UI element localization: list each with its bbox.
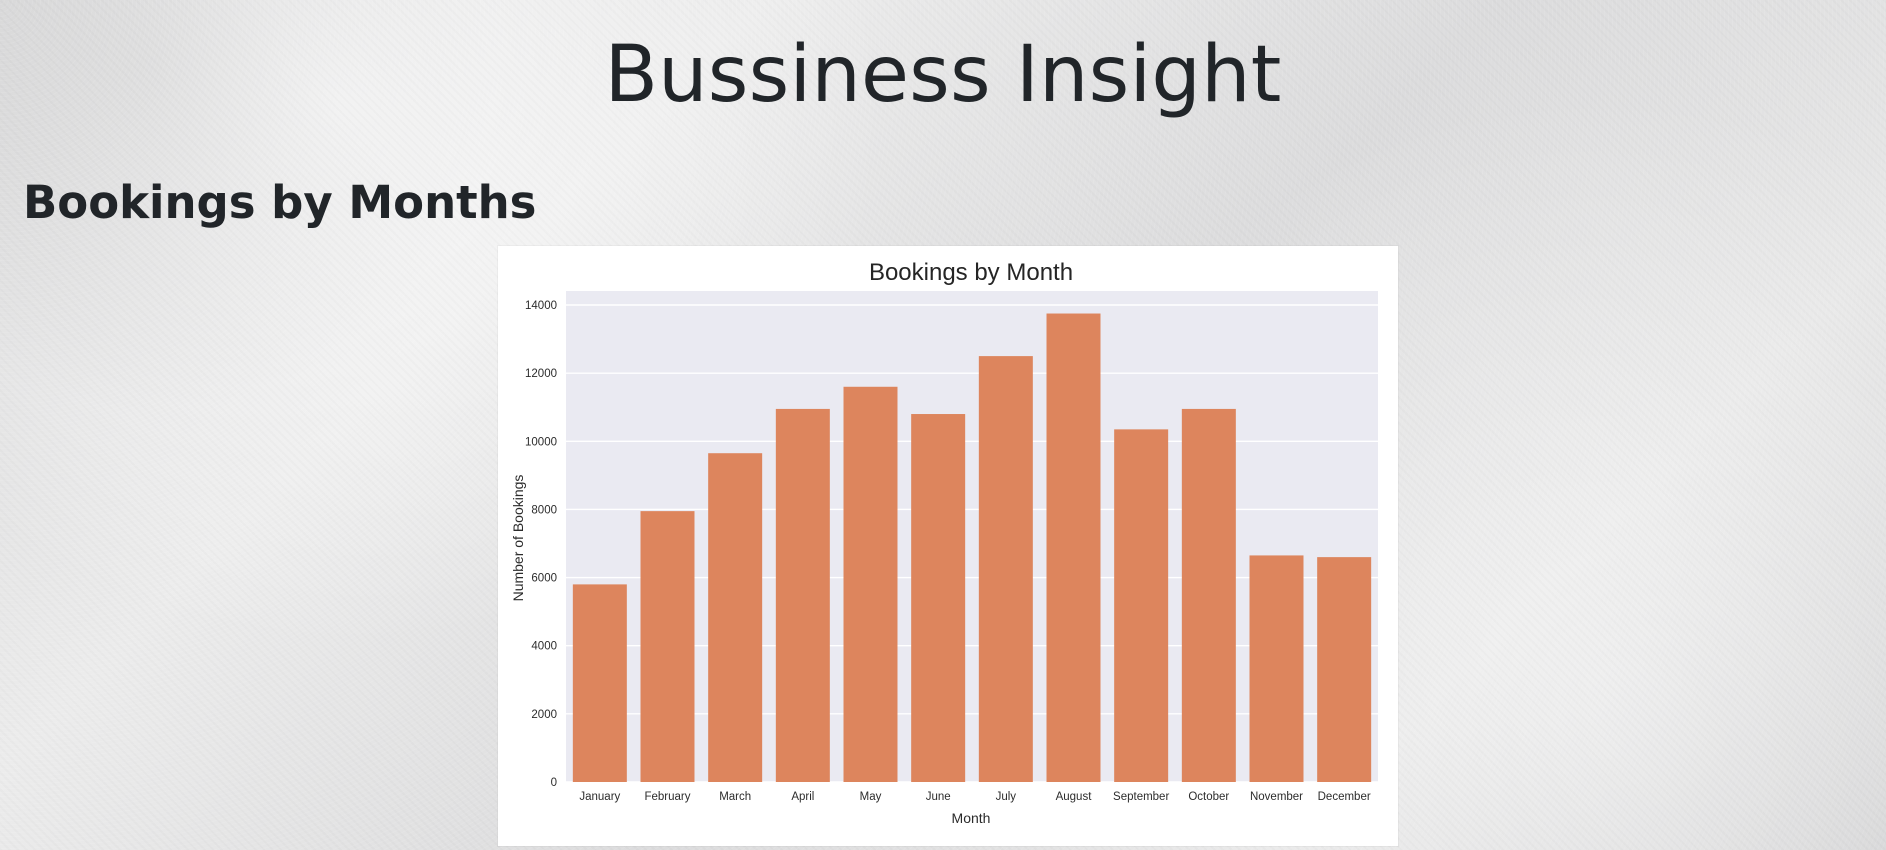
y-tick-label: 4000 bbox=[531, 641, 557, 653]
y-tick-label: 0 bbox=[551, 777, 557, 789]
x-tick-label: October bbox=[1188, 791, 1229, 803]
y-tick-label: 6000 bbox=[531, 573, 557, 585]
x-tick-label: February bbox=[644, 791, 690, 803]
x-tick-label: June bbox=[926, 791, 951, 803]
y-tick-label: 2000 bbox=[531, 709, 557, 721]
x-tick-label: August bbox=[1056, 791, 1093, 803]
bar-series bbox=[572, 313, 1372, 782]
bar bbox=[640, 511, 695, 782]
x-tick-label: December bbox=[1318, 791, 1371, 803]
grid-lines bbox=[566, 304, 1378, 783]
bar bbox=[572, 584, 627, 782]
x-tick-label: November bbox=[1250, 791, 1303, 803]
bar bbox=[708, 453, 763, 782]
bar bbox=[843, 386, 898, 782]
section-heading: Bookings by Months bbox=[23, 176, 537, 229]
x-tick-label: March bbox=[719, 791, 751, 803]
x-tick-label: September bbox=[1113, 791, 1169, 803]
page-title: Bussiness Insight bbox=[604, 30, 1282, 120]
y-tick-label: 14000 bbox=[525, 300, 557, 312]
x-tick-label: April bbox=[791, 791, 814, 803]
y-tick-label: 12000 bbox=[525, 368, 557, 380]
x-tick-labels: January February March April May June July Augu… bbox=[579, 791, 1370, 803]
x-tick-label: July bbox=[996, 791, 1017, 803]
bar bbox=[1249, 555, 1304, 782]
bar bbox=[911, 414, 966, 782]
bar bbox=[1317, 557, 1372, 782]
y-axis-label: Number of Bookings bbox=[510, 475, 526, 602]
bar bbox=[1114, 429, 1169, 782]
bar bbox=[978, 356, 1033, 782]
x-tick-label: May bbox=[860, 791, 882, 803]
bar bbox=[1181, 408, 1236, 782]
bar bbox=[775, 408, 830, 782]
chart-title: Bookings by Month bbox=[869, 259, 1073, 286]
x-axis-label: Month bbox=[952, 810, 991, 826]
chart-container: Bookings by Month Month Number of Bookin… bbox=[498, 246, 1398, 846]
y-tick-label: 10000 bbox=[525, 436, 557, 448]
bookings-bar-chart: Bookings by Month Month Number of Bookin… bbox=[510, 259, 1378, 826]
y-tick-labels: 0 2000 4000 6000 8000 10000 12000 14000 bbox=[525, 300, 557, 789]
y-tick-label: 8000 bbox=[531, 504, 557, 516]
x-tick-label: January bbox=[579, 791, 620, 803]
bar bbox=[1046, 313, 1101, 782]
